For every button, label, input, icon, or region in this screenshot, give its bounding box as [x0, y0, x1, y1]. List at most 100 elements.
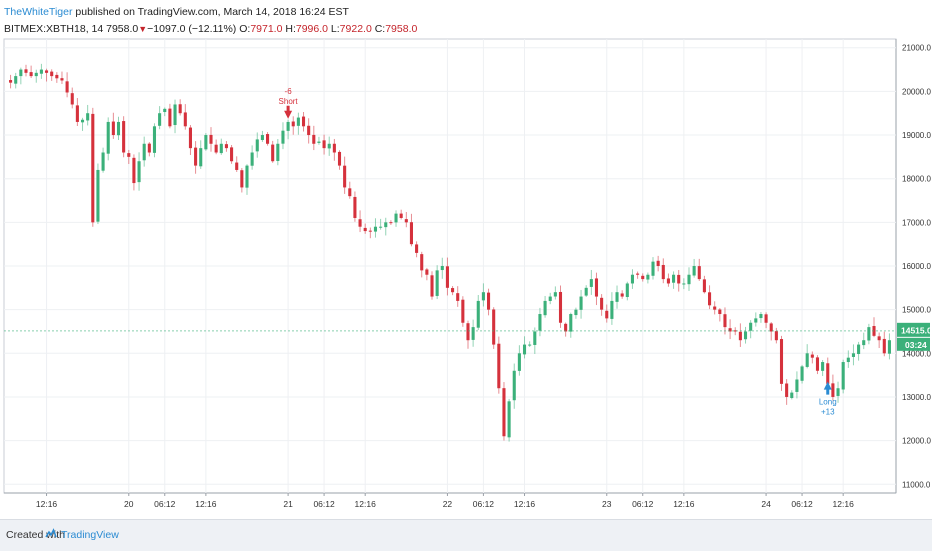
candle-body — [785, 383, 789, 397]
x-tick-label: 12:16 — [673, 499, 695, 509]
candle-body — [882, 338, 886, 354]
last-price-label: 14515.0 — [901, 325, 932, 335]
candle-body — [245, 165, 249, 188]
candle-body — [101, 152, 105, 171]
publish-header: TheWhiteTiger published on TradingView.c… — [4, 6, 349, 18]
x-tick-label: 12:16 — [36, 499, 58, 509]
candle-body — [718, 309, 722, 315]
candle-body — [543, 300, 547, 316]
change-value: −1097.0 (−12.11%) — [147, 23, 237, 35]
candle-body — [831, 383, 835, 397]
close-value: 7958.0 — [385, 23, 418, 35]
candle-body — [507, 401, 511, 438]
candle-body — [337, 151, 342, 166]
candle-body — [733, 330, 737, 332]
created-with-label: Created with — [6, 529, 65, 541]
candle-body — [800, 366, 804, 381]
countdown-tag — [897, 337, 930, 351]
candle-body — [291, 121, 295, 127]
ohlc-legend: BITMEX:XBTH18, 14 7958.0▼−1097.0 (−12.11… — [4, 23, 417, 35]
candle-body — [266, 134, 270, 144]
low-label: L: — [330, 23, 340, 35]
candle-body — [558, 291, 563, 323]
y-tick-label: 19000.0 — [902, 131, 931, 140]
candle-body — [409, 222, 413, 245]
candle-body — [656, 260, 660, 266]
candle-body — [379, 226, 383, 228]
price-chart[interactable]: 21000.0 20000.0 19000.0 18000.0 17000.0 16000… — [0, 0, 932, 519]
candle-body — [9, 80, 13, 83]
candle-body — [24, 69, 28, 73]
candle-body — [625, 283, 629, 298]
candle-body — [224, 144, 228, 149]
high-value: 7996.0 — [295, 23, 328, 35]
candle-body — [584, 287, 588, 296]
candle-body — [250, 152, 254, 166]
candle-body — [630, 274, 634, 284]
candle-body — [86, 113, 90, 121]
candle-body — [651, 261, 655, 276]
candle-body — [152, 126, 157, 153]
candle-body — [841, 362, 845, 390]
tradingview-brand-link[interactable]: TradingView — [61, 529, 119, 541]
candle-body — [271, 144, 275, 162]
x-tick-label: 12:16 — [355, 499, 377, 509]
short-signal-label: Short — [279, 97, 299, 106]
candle-body — [70, 93, 74, 105]
candle-body — [636, 273, 640, 275]
candle-body — [142, 143, 146, 161]
candle-body — [492, 309, 496, 345]
candle-body — [45, 70, 49, 73]
x-tick-label: 12:16 — [195, 499, 217, 509]
candle-body — [65, 81, 69, 93]
high-label: H: — [285, 23, 296, 35]
candle-body — [574, 309, 578, 316]
candle-body — [255, 139, 259, 152]
candle-body — [672, 274, 676, 283]
candle-body — [728, 328, 732, 332]
candle-body — [846, 357, 850, 363]
candle-body — [394, 213, 398, 223]
candle-body — [327, 143, 331, 149]
candle-body — [353, 196, 357, 218]
candle-body — [75, 105, 79, 122]
low-value: 7922.0 — [339, 23, 372, 35]
y-tick-label: 18000.0 — [902, 175, 931, 184]
candle-body — [127, 153, 131, 157]
candle-body — [821, 362, 825, 371]
close-label: C: — [374, 23, 386, 35]
candle-body — [815, 357, 820, 371]
last-value: 7958.0 — [106, 23, 139, 35]
candle-body — [276, 143, 280, 161]
y-tick-label: 17000.0 — [902, 218, 931, 227]
candle-body — [641, 275, 645, 280]
x-tick-label: 06:12 — [313, 499, 335, 509]
candle-body — [738, 331, 742, 341]
candle-body — [451, 288, 455, 293]
candle-body — [415, 244, 419, 253]
candle-body — [260, 135, 264, 141]
y-tick-label: 12000.0 — [902, 437, 931, 446]
candle-body — [522, 344, 527, 355]
candle-body — [677, 274, 681, 284]
candle-body — [343, 165, 347, 188]
candle-body — [723, 314, 727, 328]
candle-body — [743, 331, 748, 340]
candle-body — [106, 121, 110, 154]
candle-body — [862, 340, 866, 346]
candle-body — [111, 121, 115, 136]
candle-body — [178, 104, 182, 114]
candle-body — [692, 266, 696, 276]
author-link[interactable]: TheWhiteTiger — [4, 6, 73, 18]
candle-body — [158, 113, 162, 126]
candle-body — [425, 269, 429, 275]
candle-body — [702, 279, 706, 293]
candle-body — [713, 306, 717, 310]
candle-body — [538, 314, 542, 331]
candle-body — [708, 292, 712, 306]
candle-body — [96, 169, 100, 222]
candle-body — [348, 188, 352, 197]
x-tick-label: 06:12 — [791, 499, 813, 509]
candle-body — [759, 314, 763, 319]
symbol-label[interactable]: BITMEX:XBTH18, 14 — [4, 23, 104, 35]
